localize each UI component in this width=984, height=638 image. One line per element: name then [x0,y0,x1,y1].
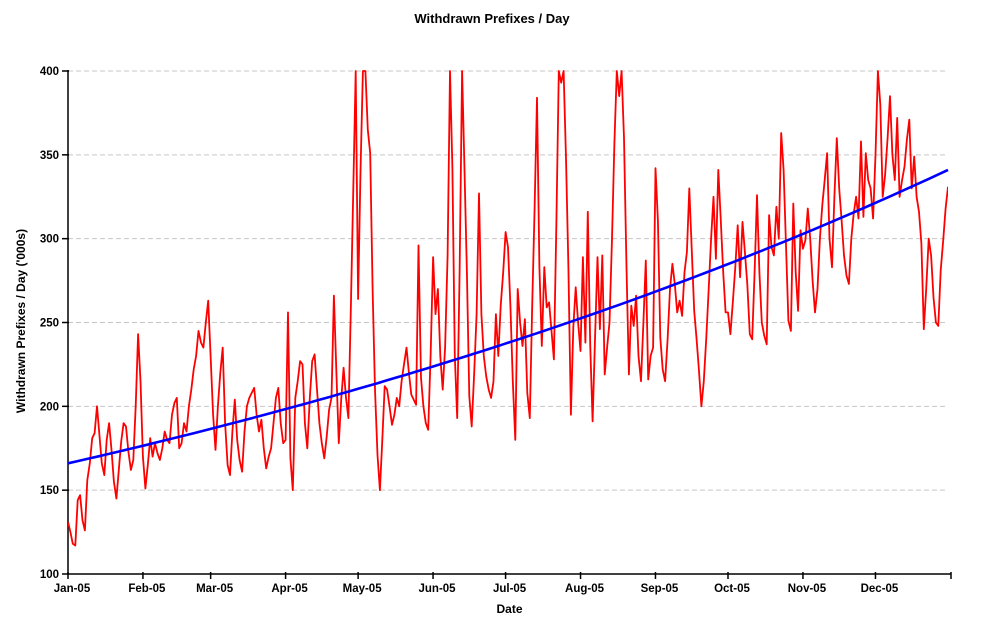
withdrawn-prefixes-series-line [68,70,948,547]
x-tick-label: Nov-05 [788,583,827,595]
y-tick-label: 100 [40,569,59,581]
x-tick-label: Sep-05 [641,583,679,595]
x-tick-label: Oct-05 [714,583,750,595]
x-tick-label: Dec-05 [861,583,899,595]
y-tick-label: 300 [40,234,59,246]
x-tick-label: Mar-05 [196,583,234,595]
y-tick-label: 250 [40,318,59,330]
x-tick-label: Jul-05 [493,583,527,595]
x-tick-label: Aug-05 [565,583,605,595]
y-tick-label: 400 [40,66,59,78]
x-tick-label: Jun-05 [419,583,457,595]
x-tick-label: Jan-05 [54,583,91,595]
x-tick-label: Apr-05 [271,583,308,595]
y-tick-label: 350 [40,150,59,162]
trend-line [67,168,949,465]
y-tick-label: 150 [40,485,59,497]
x-axis-title: Date [496,602,523,616]
x-tick-label: Feb-05 [128,583,166,595]
chart-title: Withdrawn Prefixes / Day [414,11,570,26]
y-tick-label: 200 [40,401,59,413]
x-tick-label: May-05 [343,583,383,595]
